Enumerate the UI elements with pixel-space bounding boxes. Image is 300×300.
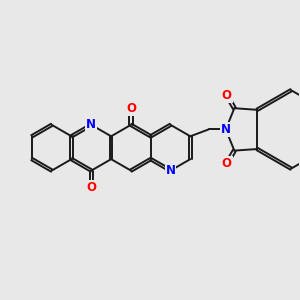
- Text: O: O: [222, 89, 232, 102]
- Text: N: N: [86, 118, 96, 131]
- Text: O: O: [126, 102, 136, 115]
- Text: N: N: [221, 123, 231, 136]
- Text: O: O: [222, 157, 232, 170]
- Text: N: N: [166, 164, 176, 177]
- Text: O: O: [86, 181, 96, 194]
